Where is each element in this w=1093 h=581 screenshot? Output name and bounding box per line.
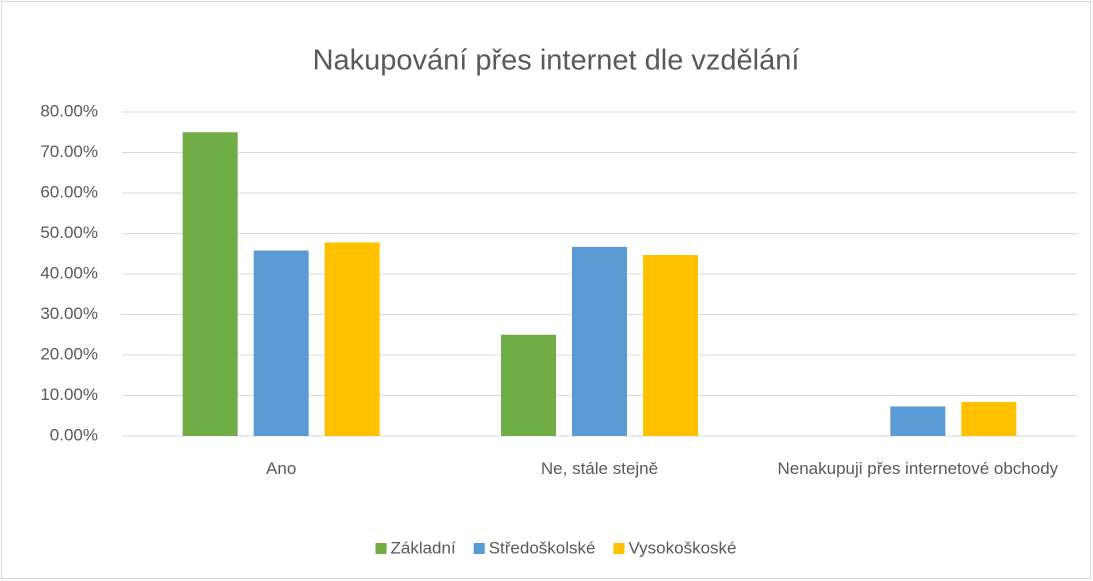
x-tick-label: Ano — [266, 459, 297, 478]
bar — [501, 334, 556, 436]
y-tick-label: 70.00% — [40, 142, 98, 161]
bar — [324, 242, 380, 436]
legend-swatch — [613, 543, 625, 554]
legend-swatch — [473, 543, 485, 554]
bar — [253, 250, 309, 436]
legend-label: Vysokoškoské — [628, 538, 736, 557]
bar — [890, 406, 946, 436]
bar — [961, 401, 1017, 436]
y-tick-label: 50.00% — [40, 223, 98, 242]
legend-label: Středoškolské — [489, 538, 596, 557]
chart-title: Nakupování přes internet dle vzdělání — [313, 45, 800, 77]
y-tick-label: 40.00% — [40, 263, 98, 282]
y-tick-label: 60.00% — [40, 182, 98, 201]
legend-label: Základní — [390, 538, 455, 557]
y-tick-label: 0.00% — [50, 425, 98, 444]
legend-swatch — [375, 543, 387, 554]
bar — [572, 246, 627, 436]
y-tick-label: 10.00% — [40, 385, 98, 404]
y-tick-label: 30.00% — [40, 304, 98, 323]
x-tick-label: Nenakupuji přes internetové obchody — [777, 459, 1059, 478]
bar — [643, 254, 698, 436]
x-tick-label: Ne, stále stejně — [540, 459, 659, 478]
bar — [182, 132, 238, 436]
y-tick-label: 20.00% — [40, 344, 98, 363]
y-tick-label: 80.00% — [40, 101, 98, 120]
